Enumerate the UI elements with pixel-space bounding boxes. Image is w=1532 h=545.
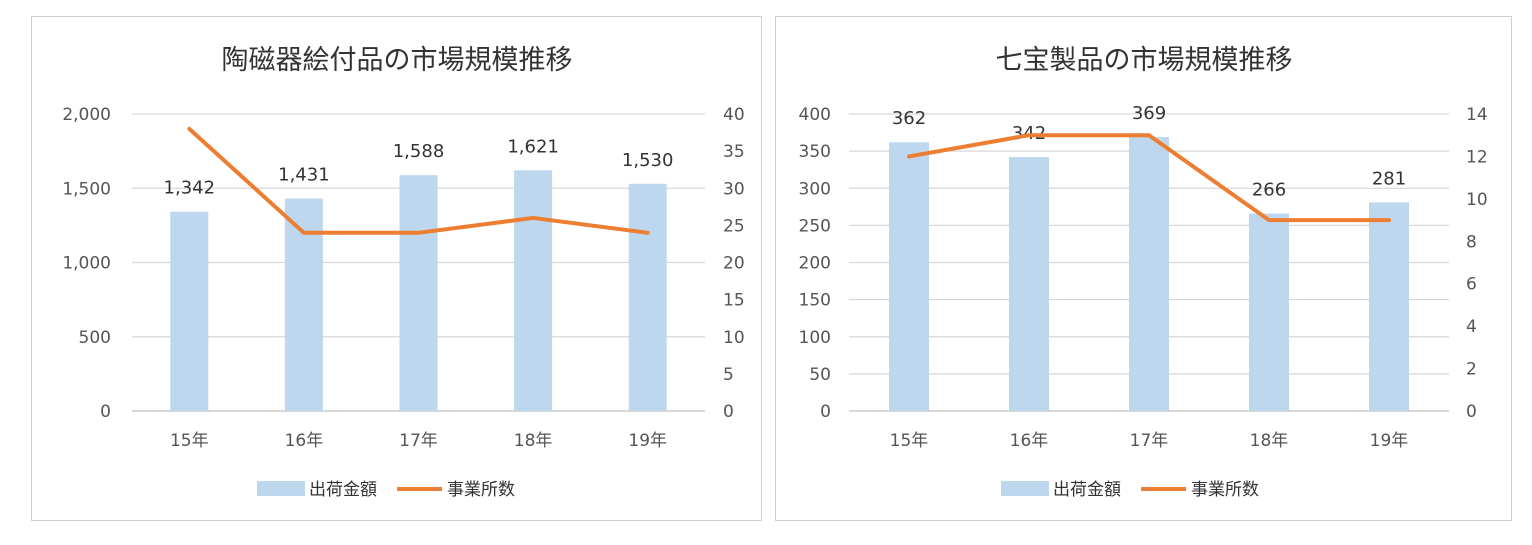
y-right-tick-label: 2 (1466, 360, 1477, 380)
bar (1249, 213, 1289, 411)
legend-label: 出荷金額 (309, 480, 377, 500)
bar (514, 170, 553, 411)
legend-label: 出荷金額 (1053, 480, 1121, 500)
y-right-tick-label: 5 (723, 365, 734, 385)
y-right-tick-label: 0 (1466, 402, 1477, 422)
x-tick-label: 17年 (399, 431, 438, 451)
bar (399, 175, 438, 411)
y-right-tick-label: 15 (723, 291, 745, 311)
data-label: 281 (1372, 168, 1406, 189)
y-right-tick-label: 4 (1466, 317, 1477, 337)
y-right-tick-label: 12 (1466, 147, 1488, 167)
chart-cloisonne: 七宝製品の市場規模推移 0 50 100 150 200 250 300 350 400 0 2 4 6… (799, 45, 1488, 500)
chart-panel-cloisonne: 七宝製品の市場規模推移 0 50 100 150 200 250 300 350 400 0 2 4 6… (775, 16, 1512, 521)
data-label: 1,530 (622, 150, 674, 171)
y-left-tick-label: 400 (799, 105, 831, 125)
x-tick-label: 15年 (170, 431, 209, 451)
series-line (187, 126, 650, 235)
y-left-tick-label: 100 (799, 328, 831, 348)
chart-panel-pottery: 陶磁器絵付品の市場規模推移 0 500 1,000 1,500 2,000 0 5 10 15 2… (31, 16, 762, 521)
y-right-tick-label: 25 (723, 216, 745, 236)
data-label: 362 (892, 108, 926, 129)
bar (1369, 202, 1409, 411)
y-right-tick-label: 8 (1466, 232, 1477, 252)
x-tick-label: 19年 (1370, 431, 1409, 451)
y-left-tick-label: 350 (799, 142, 831, 162)
x-tick-label: 19年 (628, 431, 667, 451)
data-label: 1,342 (164, 178, 216, 199)
y-left-tick-label: 150 (799, 291, 831, 311)
bar (1129, 137, 1169, 411)
x-tick-label: 16年 (285, 431, 324, 451)
data-label: 1,588 (393, 141, 445, 162)
y-right-tick-label: 6 (1466, 275, 1477, 295)
y-right-tick-label: 0 (723, 402, 734, 422)
y-right-tick-label: 30 (723, 179, 745, 199)
x-tick-label: 17年 (1130, 431, 1169, 451)
y-left-tick-label: 0 (100, 402, 111, 422)
bar (170, 211, 209, 411)
legend-swatch-bar (257, 481, 305, 496)
data-label: 1,431 (278, 164, 330, 185)
y-right-tick-label: 35 (723, 142, 745, 162)
legend-label: 事業所数 (1191, 480, 1259, 500)
y-left-tick-label: 50 (809, 365, 831, 385)
y-left-tick-label: 2,000 (62, 105, 111, 125)
chart-pottery: 陶磁器絵付品の市場規模推移 0 500 1,000 1,500 2,000 0 5 10 15 2… (62, 45, 745, 500)
data-label: 266 (1252, 179, 1286, 200)
series-line (907, 133, 1391, 223)
y-left-tick-label: 1,500 (62, 179, 111, 199)
y-right-tick-label: 10 (1466, 190, 1488, 210)
y-right-tick-label: 14 (1466, 105, 1488, 125)
data-label: 369 (1132, 103, 1166, 124)
chart-title: 七宝製品の市場規模推移 (996, 45, 1293, 76)
y-left-tick-label: 300 (799, 179, 831, 199)
bar (628, 183, 667, 411)
x-tick-label: 18年 (1250, 431, 1289, 451)
y-right-tick-label: 20 (723, 254, 745, 274)
x-tick-label: 16年 (1010, 431, 1049, 451)
bar (889, 142, 929, 411)
legend-swatch-bar (1001, 481, 1049, 496)
legend-label: 事業所数 (447, 480, 515, 500)
x-tick-label: 18年 (514, 431, 553, 451)
data-label: 1,621 (507, 136, 559, 157)
y-left-tick-label: 200 (799, 254, 831, 274)
x-tick-label: 15年 (890, 431, 929, 451)
chart-title: 陶磁器絵付品の市場規模推移 (222, 45, 573, 76)
y-right-tick-label: 10 (723, 328, 745, 348)
y-left-tick-label: 1,000 (62, 254, 111, 274)
y-left-tick-label: 500 (79, 328, 111, 348)
y-right-tick-label: 40 (723, 105, 745, 125)
y-left-tick-label: 250 (799, 216, 831, 236)
bar (1009, 157, 1049, 411)
y-left-tick-label: 0 (820, 402, 831, 422)
